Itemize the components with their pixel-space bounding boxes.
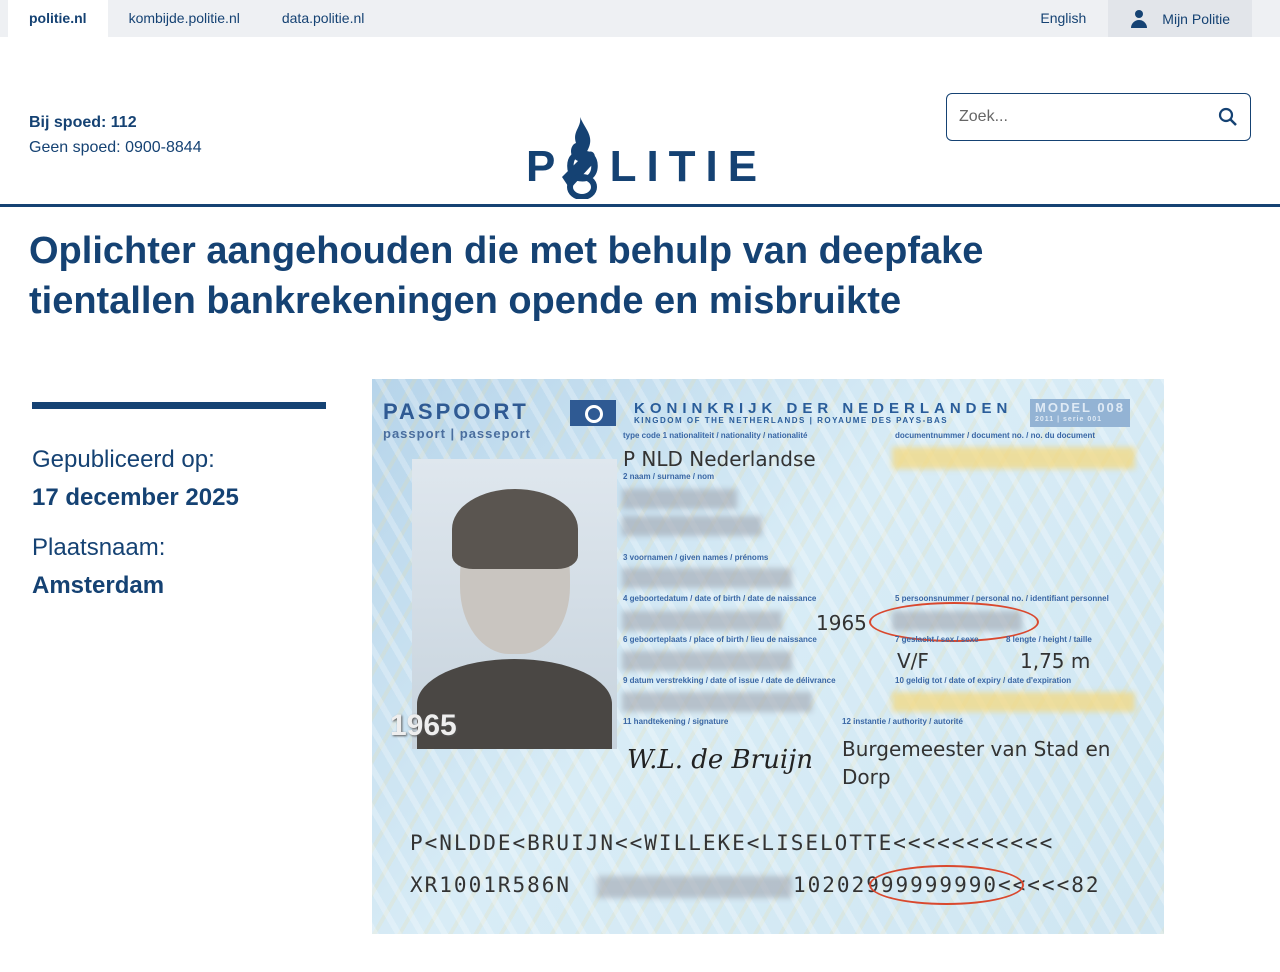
redacted-expiry bbox=[892, 692, 1135, 712]
divider bbox=[32, 402, 326, 409]
tab-politie[interactable]: politie.nl bbox=[8, 0, 108, 37]
kingdom-sub: KINGDOM OF THE NETHERLANDS | ROYAUME DES… bbox=[634, 416, 949, 425]
label-pob: 6 geboorteplaats / place of birth / lieu… bbox=[623, 635, 817, 644]
article-title: Oplichter aangehouden die met behulp van… bbox=[29, 230, 984, 322]
search-box bbox=[946, 93, 1251, 141]
label-type: type code 1 nationaliteit / nationality … bbox=[623, 431, 808, 440]
model: MODEL 008 bbox=[1035, 400, 1126, 415]
mijn-politie-button[interactable]: Mijn Politie bbox=[1108, 0, 1252, 37]
signature: W.L. de Bruijn bbox=[627, 745, 813, 775]
sex: V/F bbox=[897, 649, 929, 673]
published-date: 17 december 2025 bbox=[32, 484, 239, 511]
article-meta: Gepubliceerd op: 17 december 2025 Plaats… bbox=[32, 402, 326, 620]
redacted-issue bbox=[622, 692, 812, 712]
portrait-photo bbox=[412, 459, 617, 749]
tab-data[interactable]: data.politie.nl bbox=[281, 10, 365, 26]
redacted-mrz bbox=[597, 876, 792, 898]
passport-subtitle: passport | passeport bbox=[383, 426, 531, 441]
kingdom: KONINKRIJK DER NEDERLANDEN bbox=[634, 400, 1013, 417]
emergency-number: Bij spoed: 112 bbox=[29, 114, 137, 131]
non-emergency-number: Geen spoed: 0900-8844 bbox=[29, 139, 202, 156]
published-label: Gepubliceerd op: bbox=[32, 446, 215, 473]
mrz-line-1: P<NLDDE<BRUIJN<<WILLEKE<LISELOTTE<<<<<<<… bbox=[410, 831, 1055, 855]
label-expiry: 10 geldig tot / date of expiry / date d'… bbox=[895, 676, 1072, 685]
politie-logo[interactable]: POLITIE bbox=[526, 117, 766, 199]
label-authority: 12 instantie / authority / autorité bbox=[842, 717, 963, 726]
search-icon[interactable] bbox=[1218, 107, 1238, 127]
english-link[interactable]: English bbox=[1040, 10, 1087, 26]
header: Bij spoed: 112 Geen spoed: 0900-8844 POL… bbox=[0, 37, 1280, 207]
logo-text: POLITIE bbox=[526, 142, 768, 191]
redacted-pob bbox=[622, 651, 792, 671]
place-value: Amsterdam bbox=[32, 572, 165, 599]
redacted-dob bbox=[622, 611, 782, 631]
model-sub: 2011 | serie 001 bbox=[1035, 416, 1103, 423]
dob-year: 1965 bbox=[816, 611, 867, 635]
place-label: Plaatsnaam: bbox=[32, 534, 166, 561]
flame-emblem-icon bbox=[562, 117, 597, 199]
ghost-year: 1965 bbox=[390, 709, 457, 742]
authority: Burgemeester van Stad en Dorp bbox=[842, 737, 1111, 789]
type-nationality: P NLD Nederlandse bbox=[623, 447, 816, 471]
user-icon bbox=[1130, 9, 1148, 28]
label-dob: 4 geboortedatum / date of birth / date d… bbox=[623, 594, 817, 603]
label-sex: 7 geslacht / sex / sexe bbox=[895, 635, 979, 644]
flag-icon bbox=[570, 400, 616, 426]
highlight-circle bbox=[869, 602, 1039, 642]
model-badge: MODEL 008 2011 | serie 001 bbox=[1030, 399, 1131, 427]
redacted-docnr bbox=[892, 447, 1135, 469]
passport-title: PASPOORT bbox=[383, 399, 529, 424]
search-input[interactable] bbox=[959, 108, 1218, 126]
height: 1,75 m bbox=[1020, 649, 1091, 673]
label-given: 3 voornamen / given names / prénoms bbox=[623, 553, 769, 562]
redacted-surname2 bbox=[622, 516, 762, 536]
label-docnr: documentnummer / document no. / no. du d… bbox=[895, 431, 1095, 440]
label-personal: 5 persoonsnummer / personal no. / identi… bbox=[895, 594, 1109, 603]
label-issue: 9 datum verstrekking / date of issue / d… bbox=[623, 676, 836, 685]
label-height: 8 lengte / height / taille bbox=[1006, 635, 1092, 644]
label-surname: 2 naam / surname / nom bbox=[623, 472, 715, 481]
label-signature: 11 handtekening / signature bbox=[623, 717, 729, 726]
redacted-surname bbox=[622, 489, 737, 509]
redacted-given bbox=[622, 568, 792, 588]
mijn-politie-label: Mijn Politie bbox=[1162, 10, 1230, 27]
top-bar: politie.nl kombijde.politie.nl data.poli… bbox=[0, 0, 1280, 37]
mrz-line-2a: XR1001R586N bbox=[410, 873, 572, 897]
passport-image: PASPOORT passport | passeport KONINKRIJK… bbox=[372, 379, 1164, 934]
tab-kombijde[interactable]: kombijde.politie.nl bbox=[128, 10, 240, 26]
emergency-info: Bij spoed: 112 Geen spoed: 0900-8844 bbox=[29, 110, 202, 160]
highlight-circle-mrz bbox=[869, 865, 1024, 905]
